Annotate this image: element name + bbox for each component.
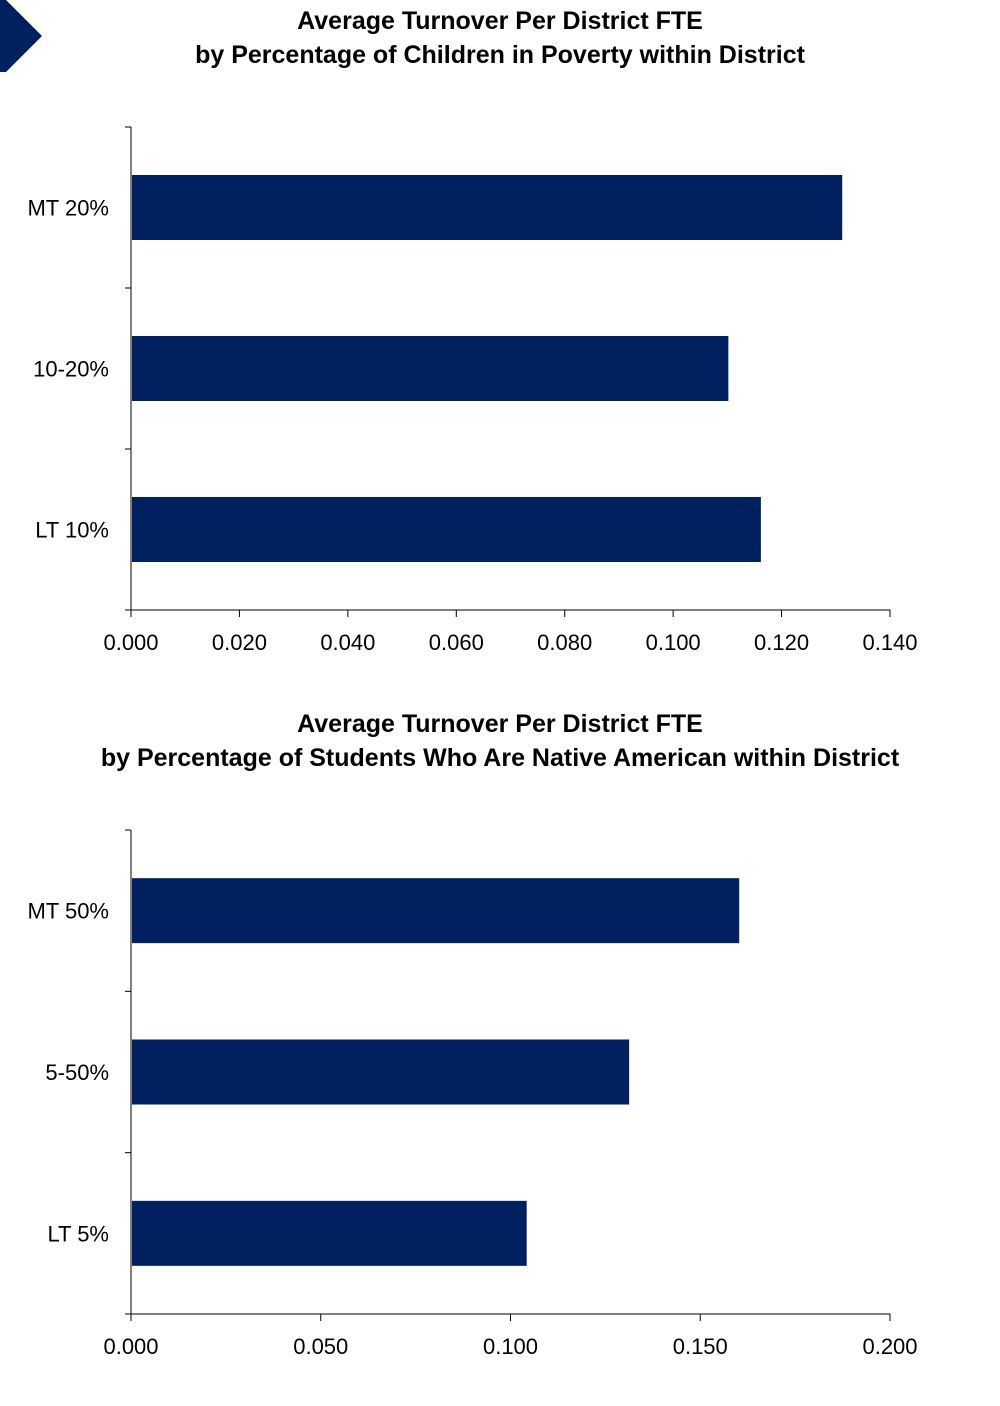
category-label: LT 10% (35, 518, 109, 543)
bar (132, 1200, 527, 1266)
x-tick-label: 0.150 (673, 1334, 728, 1359)
chevron-right-icon (0, 0, 42, 72)
category-label: LT 5% (47, 1221, 109, 1246)
bar (132, 175, 843, 240)
chart-title: Average Turnover Per District FTE by Per… (0, 4, 1000, 72)
x-tick-label: 0.040 (320, 630, 375, 655)
chart-title-line: Average Turnover Per District FTE (297, 710, 703, 738)
x-tick-label: 0.120 (754, 630, 809, 655)
bar (132, 1039, 630, 1105)
category-label: 5-50% (45, 1060, 109, 1085)
x-tick-label: 0.050 (293, 1334, 348, 1359)
category-label: MT 20% (27, 196, 109, 221)
x-tick-label: 0.060 (429, 630, 484, 655)
x-tick-label: 0.000 (103, 630, 158, 655)
chart-title-line: Average Turnover Per District FTE (297, 7, 703, 35)
x-tick-label: 0.000 (103, 1334, 158, 1359)
x-tick-label: 0.020 (212, 630, 267, 655)
x-tick-label: 0.100 (483, 1334, 538, 1359)
chart-subtitle-line: by Percentage of Children in Poverty wit… (195, 41, 805, 69)
x-tick-label: 0.080 (537, 630, 592, 655)
poverty-chart: Average Turnover Per District FTE by Per… (0, 0, 1000, 690)
chart-subtitle-line: by Percentage of Students Who Are Native… (100, 744, 900, 772)
category-label: 10-20% (33, 357, 109, 382)
category-label: MT 50% (27, 899, 109, 924)
bar (132, 497, 761, 562)
bar (132, 878, 740, 944)
x-tick-label: 0.200 (862, 1334, 917, 1359)
x-tick-label: 0.100 (646, 630, 701, 655)
bar (132, 336, 729, 401)
chart-title: Average Turnover Per District FTE by Per… (0, 707, 1000, 775)
x-tick-label: 0.140 (862, 630, 917, 655)
chart-plot: MT 20% 10-20% LT 10% 0.000 0.020 0.040 0.060 0.… (27, 126, 918, 655)
